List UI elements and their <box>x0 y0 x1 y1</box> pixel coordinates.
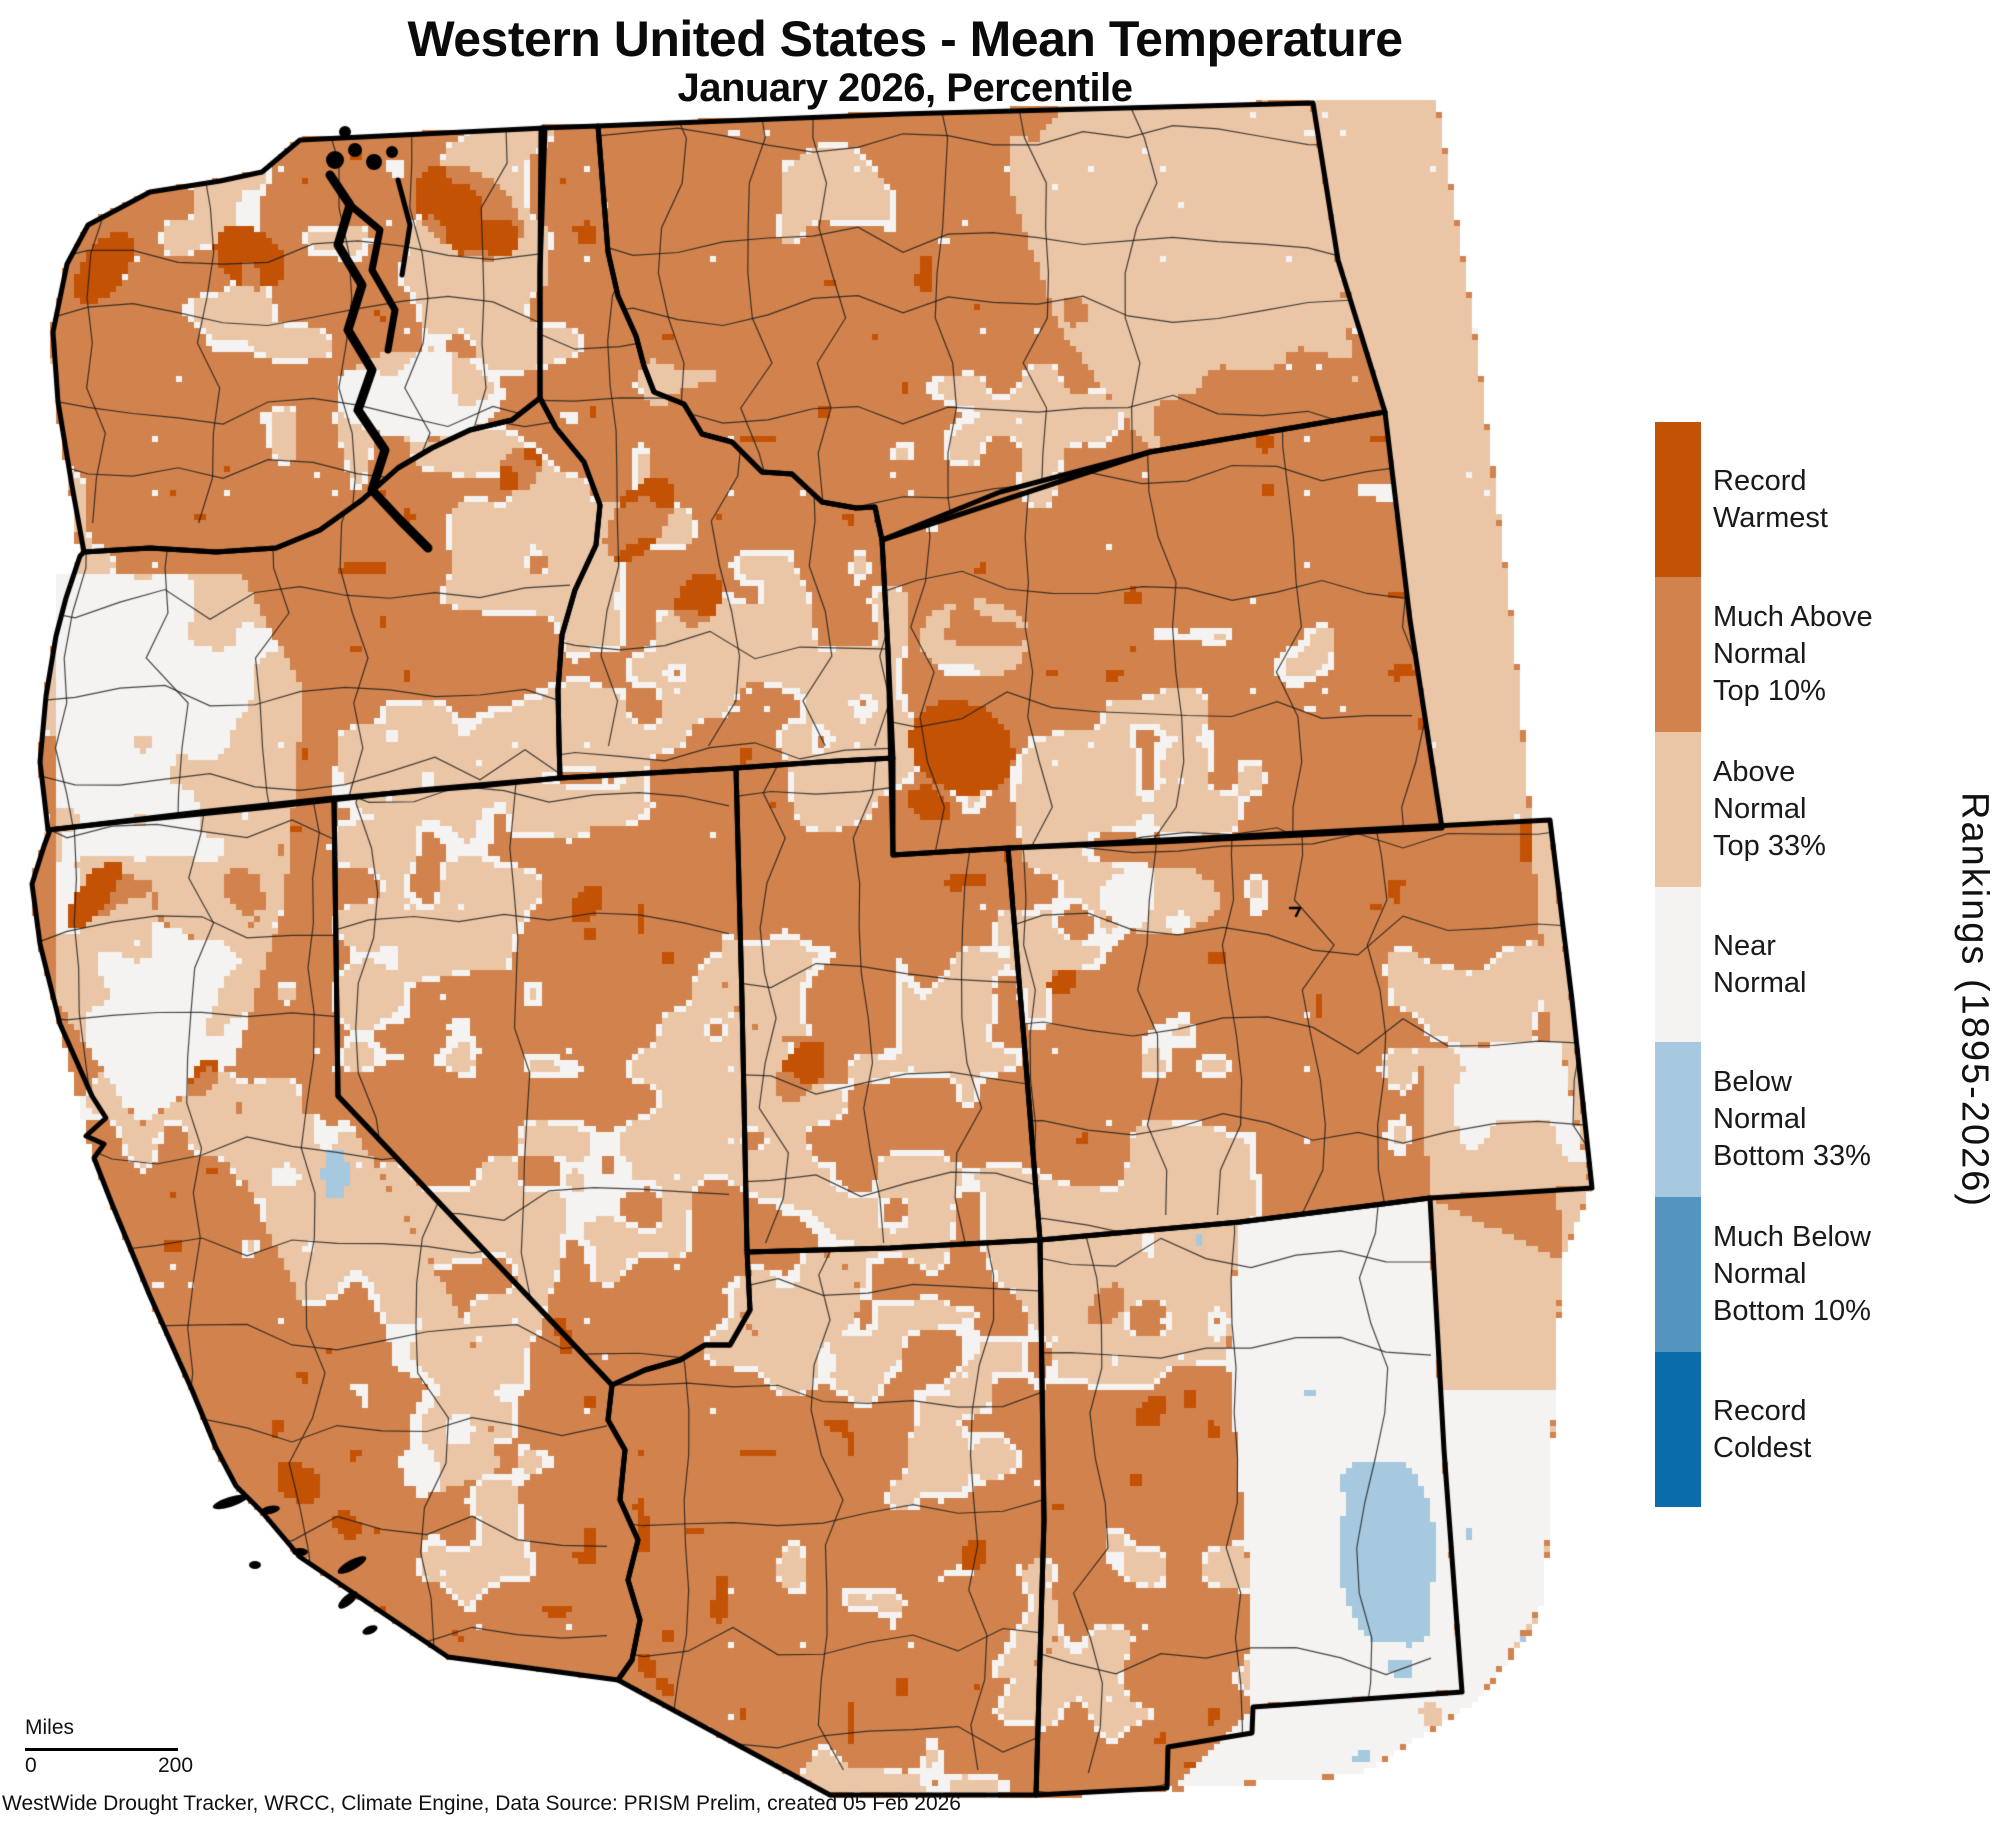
legend-label: Below Normal Bottom 33% <box>1713 1066 1871 1172</box>
footer-credit: WestWide Drought Tracker, WRCC, Climate … <box>2 1792 961 1815</box>
scalebar-unit-label: Miles <box>25 1716 75 1739</box>
legend-label: Record Warmest <box>1713 464 1828 534</box>
legend-swatch <box>1655 887 1701 1042</box>
legend-label: Much Below Normal Bottom 10% <box>1713 1221 1871 1327</box>
legend-label: Much Above Normal Top 10% <box>1713 601 1873 707</box>
page-title: Western United States - Mean Temperature <box>407 11 1403 67</box>
legend-swatch <box>1655 732 1701 887</box>
legend-label: Record Coldest <box>1713 1394 1812 1464</box>
legend-swatch <box>1655 577 1701 732</box>
legend-swatch <box>1655 422 1701 577</box>
scalebar-min-label: 0 <box>25 1754 37 1777</box>
legend-swatch <box>1655 1197 1701 1352</box>
legend-label: Near Normal <box>1713 929 1807 999</box>
page-subtitle: January 2026, Percentile <box>677 66 1133 110</box>
scalebar-max-label: 200 <box>158 1754 194 1777</box>
legend-swatch <box>1655 1042 1701 1197</box>
scalebar-line <box>25 1748 178 1751</box>
legend-swatch <box>1655 1352 1701 1507</box>
legend-axis-label: Rankings (1895-2026) <box>1953 791 1996 1208</box>
legend-label: Above Normal Top 33% <box>1713 756 1826 862</box>
